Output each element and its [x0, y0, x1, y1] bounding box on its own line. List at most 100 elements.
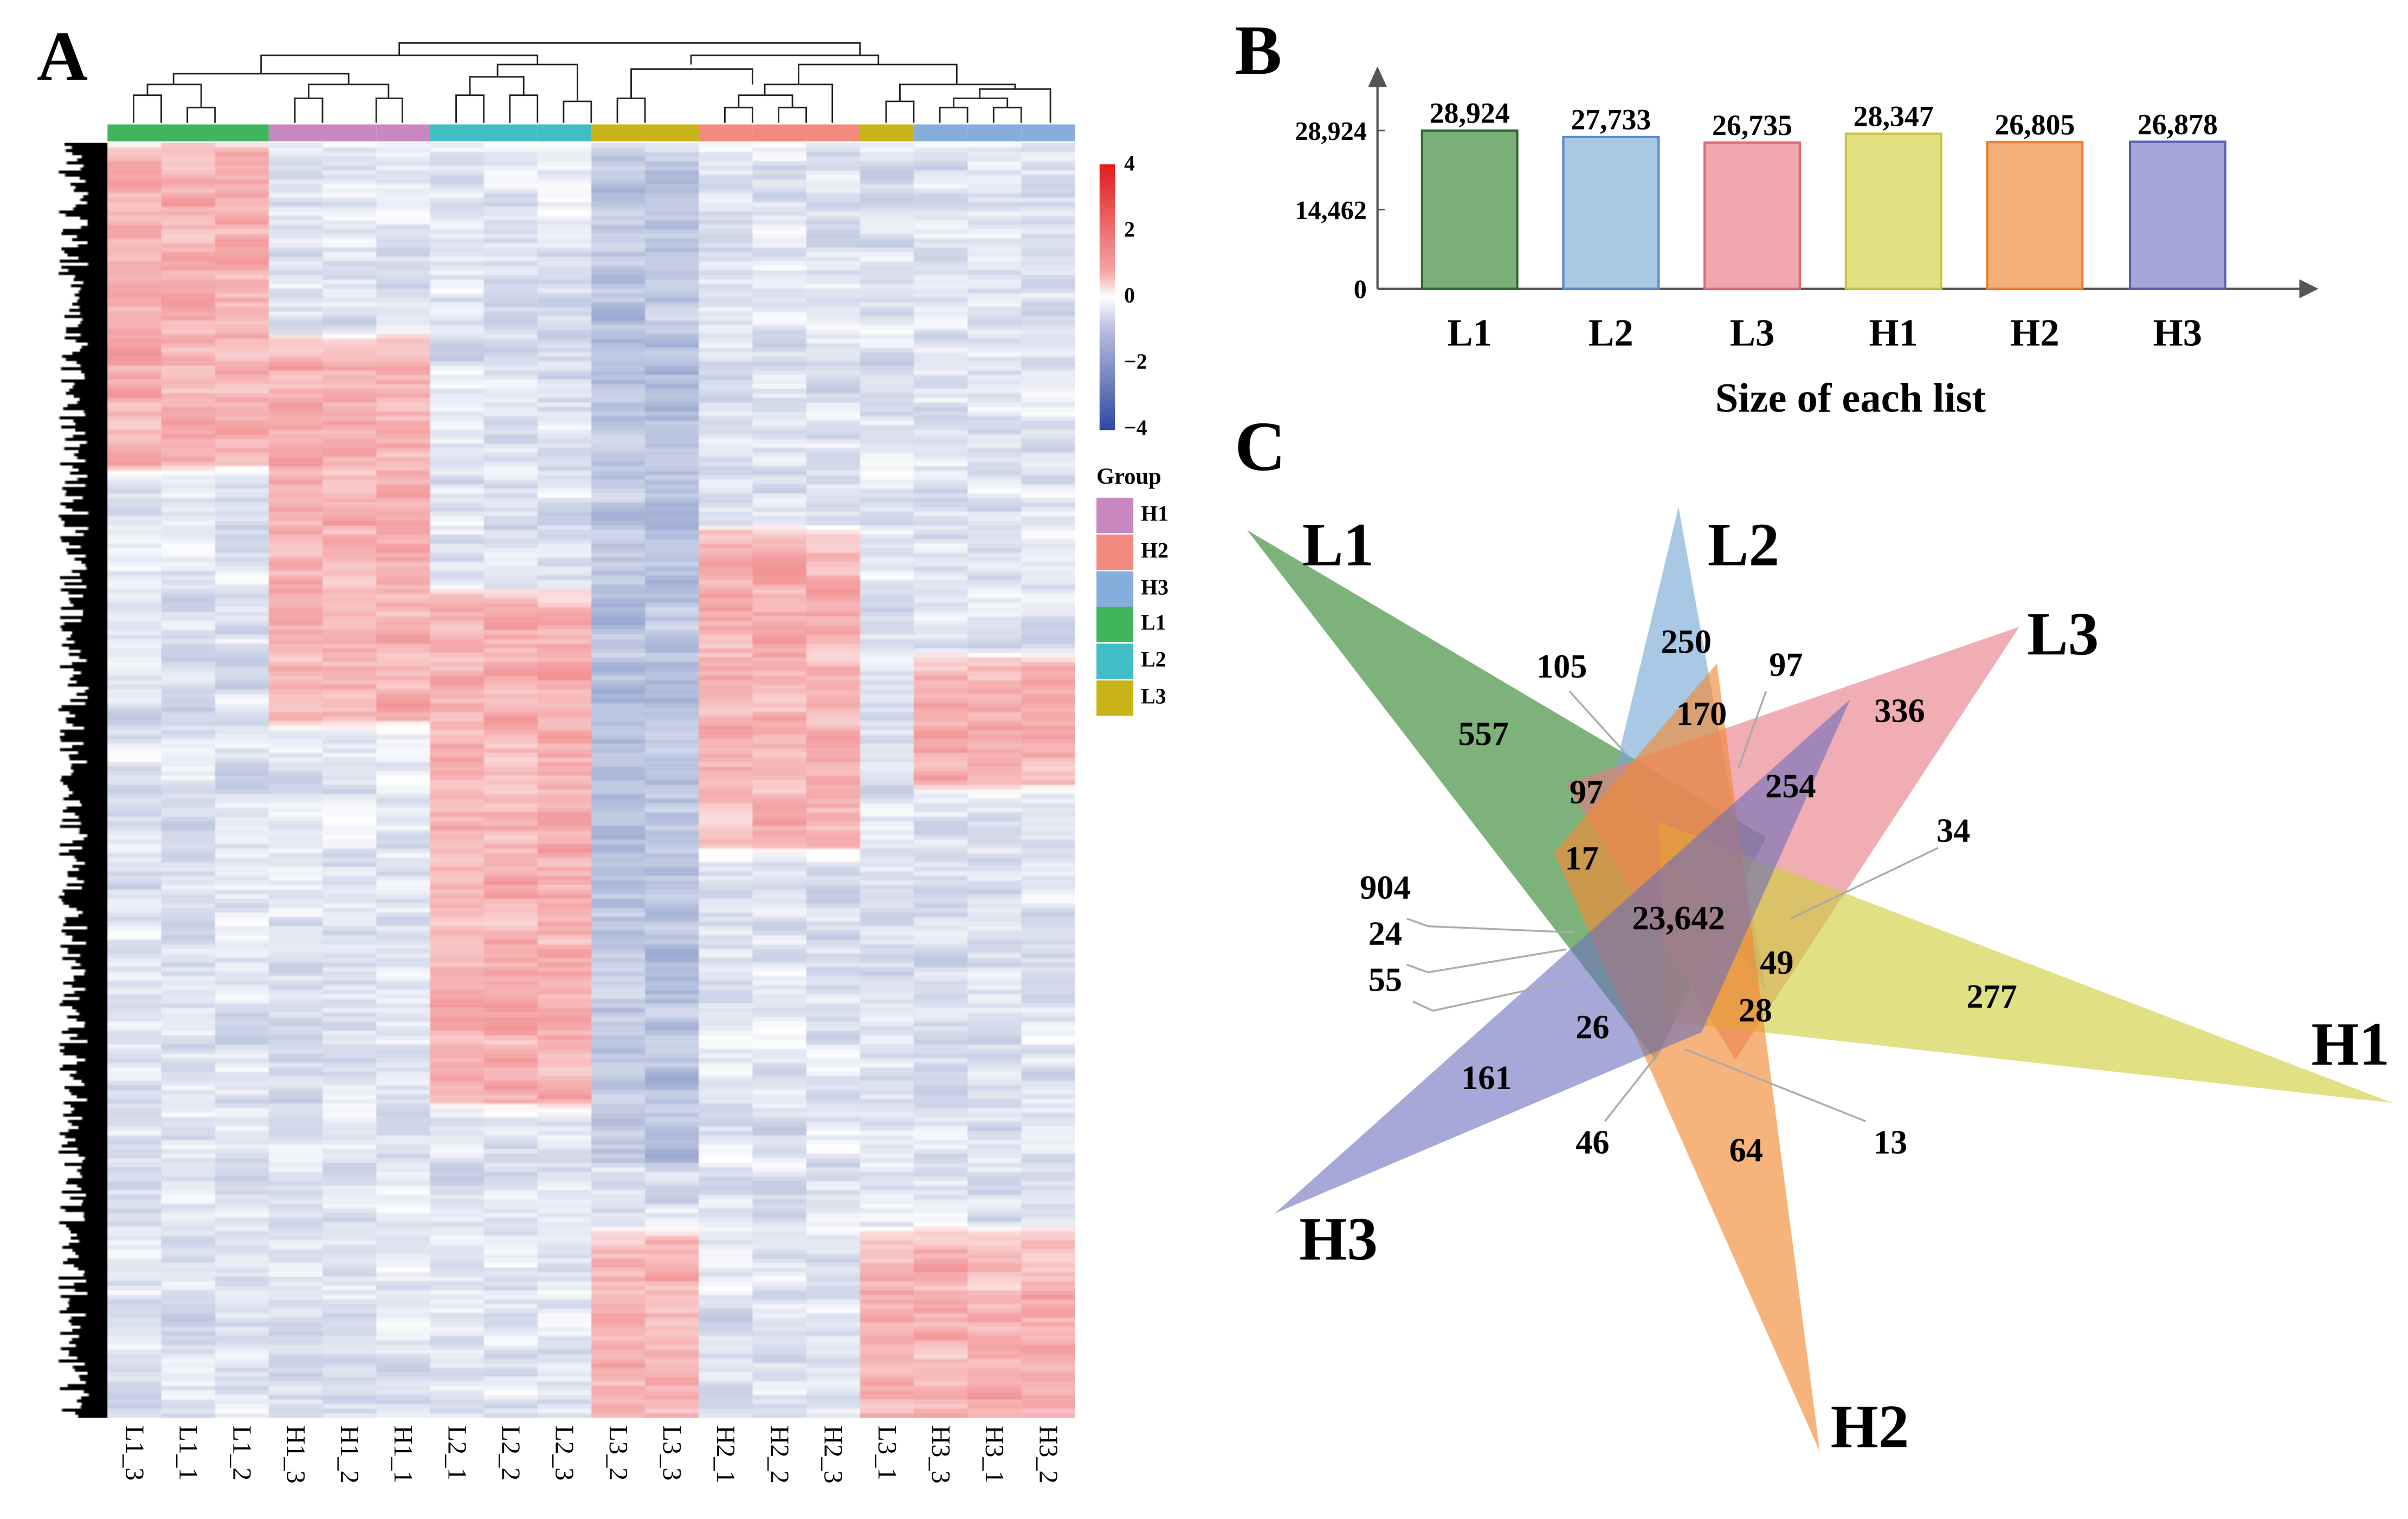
venn-count: 17 — [1565, 840, 1598, 877]
x-tick-label: L1 — [1447, 312, 1492, 355]
venn-count: 46 — [1576, 1124, 1609, 1161]
group-cell — [806, 124, 860, 141]
group-cell — [699, 124, 753, 141]
legend-swatch-l3 — [1096, 680, 1134, 716]
legend-swatch-l1 — [1096, 607, 1134, 643]
group-cell — [430, 124, 484, 141]
venn-set-label-h1: H1 — [2311, 1010, 2390, 1078]
colorbar-tick: 2 — [1124, 220, 1135, 243]
group-cell — [967, 124, 1022, 141]
venn-set-label-l2: L2 — [1708, 511, 1779, 579]
panel-label-b: B — [1235, 10, 1282, 89]
venn-count: 904 — [1360, 869, 1411, 906]
legend-label: H3 — [1141, 577, 1169, 600]
heatmap-grid — [107, 143, 1075, 1418]
group-cell — [376, 124, 430, 141]
panel-label-a: A — [37, 17, 88, 95]
y-tick-label: 0 — [1354, 275, 1367, 304]
x-tick-label: L2 — [1589, 312, 1634, 355]
bar-l3 — [1703, 141, 1801, 290]
bar-h2 — [1986, 141, 2084, 290]
group-legend-title: Group — [1096, 465, 1161, 490]
venn-count: 64 — [1729, 1131, 1763, 1169]
venn-set-label-l1: L1 — [1302, 511, 1374, 579]
colorbar-tick: −2 — [1124, 351, 1147, 375]
bar-h1 — [1844, 132, 1942, 290]
group-cell — [1021, 124, 1075, 141]
group-annotation-bar — [107, 124, 1075, 141]
venn-count: 26 — [1576, 1008, 1609, 1046]
venn-count: 34 — [1936, 812, 1970, 849]
venn-count: 28 — [1739, 992, 1772, 1029]
venn-count: 49 — [1760, 944, 1793, 981]
bar-value-label: 27,733 — [1571, 104, 1651, 136]
bar-value-label: 28,924 — [1430, 97, 1510, 130]
bar-chart: 28,924 14,462 0 28,924 L1 27,733 L2 26,735 L3 28,… — [1295, 66, 2319, 421]
venn-count: 97 — [1769, 646, 1803, 684]
venn-set-label-l3: L3 — [2027, 600, 2099, 668]
venn-count: 277 — [1966, 978, 2017, 1015]
bar-l1 — [1421, 129, 1519, 290]
colorbar-tick: −4 — [1124, 417, 1147, 441]
group-cell — [483, 124, 538, 141]
y-tick-label: 14,462 — [1295, 196, 1366, 225]
venn-count: 161 — [1461, 1059, 1512, 1097]
x-tick-label: H3 — [2153, 312, 2203, 355]
bar-value-label: 26,878 — [2138, 108, 2218, 140]
bar-l2 — [1562, 136, 1660, 290]
leader-lines — [1406, 690, 1939, 1123]
x-tick-label: H2 — [2010, 312, 2060, 355]
colorbar-tick: 4 — [1124, 153, 1135, 177]
legend-label: H2 — [1141, 540, 1169, 564]
colorbar-tick: 0 — [1124, 286, 1135, 309]
venn-count: 55 — [1368, 961, 1402, 999]
group-cell — [860, 124, 914, 141]
venn-count: 23,642 — [1632, 899, 1725, 937]
group-cell — [752, 124, 806, 141]
group-cell — [645, 124, 699, 141]
group-cell — [913, 124, 968, 141]
venn-count: 24 — [1368, 915, 1402, 952]
legend-label: L3 — [1141, 686, 1166, 710]
colorbar — [1099, 164, 1115, 430]
venn-count: 170 — [1676, 695, 1727, 732]
bar-value-label: 26,805 — [1994, 108, 2075, 141]
bar-h3 — [2128, 140, 2226, 290]
legend-swatch-h2 — [1096, 534, 1134, 570]
venn-count: 254 — [1765, 768, 1816, 805]
legend-swatch-h3 — [1096, 570, 1134, 607]
row-dendrogram — [58, 143, 108, 1418]
venn-count: 557 — [1458, 715, 1509, 752]
group-cell — [107, 124, 162, 141]
panel-label-c: C — [1235, 407, 1286, 486]
legend-label: L2 — [1141, 650, 1166, 673]
legend-swatch-l2 — [1096, 643, 1134, 679]
group-cell — [161, 124, 215, 141]
venn-count: 13 — [1874, 1124, 1907, 1161]
y-axis-arrow — [1368, 66, 1387, 87]
x-tick-label: L3 — [1730, 312, 1775, 355]
group-cell — [537, 124, 591, 141]
venn-set-h2 — [1554, 664, 1820, 1452]
x-axis-title: Size of each list — [1715, 375, 1986, 421]
bar-value-label: 26,735 — [1712, 109, 1792, 141]
venn-count: 336 — [1874, 692, 1925, 730]
venn-count: 250 — [1661, 623, 1712, 660]
legend-label: H1 — [1141, 504, 1169, 527]
group-cell — [322, 124, 377, 141]
venn-set-label-h2: H2 — [1831, 1392, 1909, 1460]
x-axis-arrow — [2299, 279, 2319, 299]
legend-swatch-h1 — [1096, 498, 1134, 533]
group-cell — [591, 124, 645, 141]
column-dendrogram — [133, 42, 1051, 123]
bar-value-label: 28,347 — [1854, 100, 1934, 133]
group-cell — [268, 124, 323, 141]
venn-set-label-h3: H3 — [1299, 1205, 1378, 1273]
x-tick-label: H1 — [1869, 312, 1918, 355]
y-tick-label: 28,924 — [1295, 117, 1366, 146]
venn-count: 105 — [1537, 648, 1587, 685]
venn-count: 97 — [1570, 774, 1603, 811]
legend-label: L1 — [1141, 613, 1166, 637]
